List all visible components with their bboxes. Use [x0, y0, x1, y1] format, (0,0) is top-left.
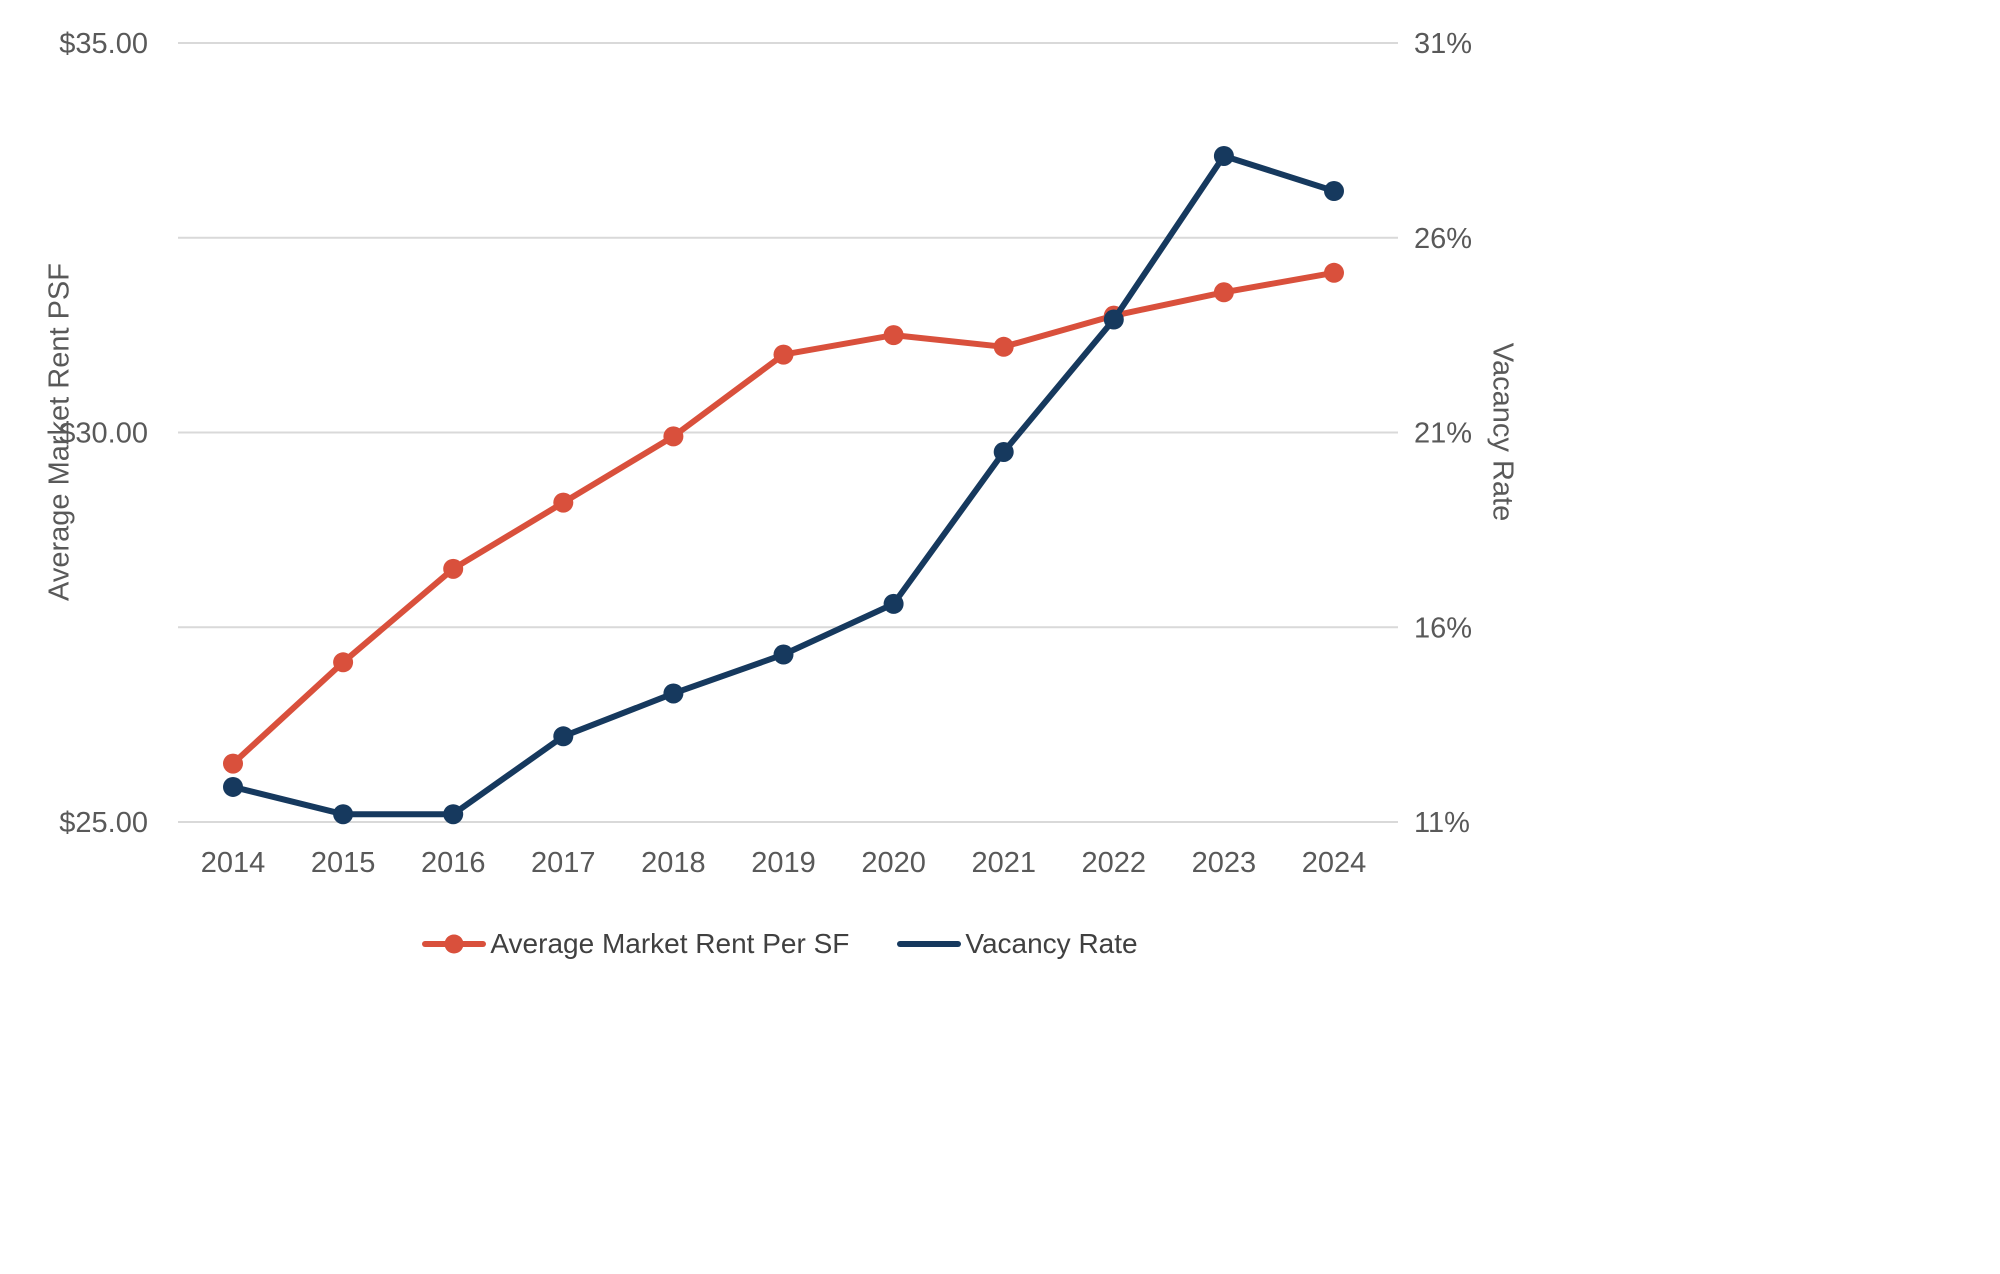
data-point-vacancy: [333, 804, 354, 825]
data-point-rent: [333, 652, 354, 673]
x-axis-tick-label: 2021: [971, 847, 1036, 879]
legend-item-vacancy: Vacancy Rate: [897, 928, 1138, 960]
left-axis-tick-label: $25.00: [59, 807, 148, 839]
data-point-vacancy: [663, 683, 684, 704]
data-point-rent: [223, 753, 243, 774]
x-axis-tick-label: 2024: [1302, 847, 1367, 879]
right-axis-tick-label: 21%: [1414, 418, 1472, 450]
left-axis-tick-label: $30.00: [59, 418, 148, 450]
x-axis-tick-label: 2016: [421, 847, 486, 879]
series-line-vacancy: [230, 152, 1337, 818]
data-point-rent: [993, 336, 1014, 357]
vacancy-legend-label: Vacancy Rate: [965, 928, 1138, 959]
right-axis-tick-label: 16%: [1414, 612, 1472, 644]
rent-legend-label: Average Market Rent Per SF: [490, 928, 850, 959]
data-point-vacancy: [773, 644, 794, 665]
data-point-rent: [663, 426, 684, 447]
data-point-vacancy: [1324, 181, 1344, 202]
left-axis-title: Average Market Rent PSF: [43, 263, 76, 601]
left-axis-tick-label: $35.00: [59, 28, 148, 60]
data-point-vacancy: [993, 441, 1014, 462]
data-point-rent: [883, 325, 904, 346]
x-axis-tick-label: 2020: [861, 847, 926, 879]
data-point-vacancy: [1103, 309, 1124, 330]
vacancy-legend-marker: [897, 941, 962, 947]
data-point-rent: [773, 344, 794, 365]
data-point-vacancy: [443, 804, 464, 825]
right-axis-tick-label: 26%: [1414, 223, 1472, 255]
data-point-vacancy: [1213, 145, 1234, 166]
x-axis-tick-label: 2017: [531, 847, 596, 879]
x-axis-tick-label: 2019: [751, 847, 816, 879]
x-axis-tick-label: 2018: [641, 847, 706, 879]
x-axis-tick-label: 2022: [1082, 847, 1147, 879]
data-point-rent: [553, 492, 574, 513]
right-axis-title: Vacancy Rate: [1486, 342, 1519, 522]
right-axis-tick-label: 11%: [1414, 807, 1470, 839]
legend: Average Market Rent Per SF Vacancy Rate: [0, 928, 1560, 960]
data-point-vacancy: [553, 726, 574, 747]
data-point-rent: [1324, 262, 1344, 283]
x-axis-tick-label: 2015: [311, 847, 376, 879]
data-point-vacancy: [883, 593, 904, 614]
rent-legend-marker: [422, 934, 487, 954]
x-axis-tick-label: 2023: [1192, 847, 1257, 879]
right-axis-tick-label: 31%: [1414, 28, 1472, 60]
legend-item-rent: Average Market Rent Per SF: [422, 928, 849, 960]
data-point-vacancy: [223, 776, 243, 797]
data-point-rent: [443, 558, 464, 579]
data-point-rent: [1213, 282, 1234, 303]
x-axis-tick-label: 2014: [201, 847, 266, 879]
